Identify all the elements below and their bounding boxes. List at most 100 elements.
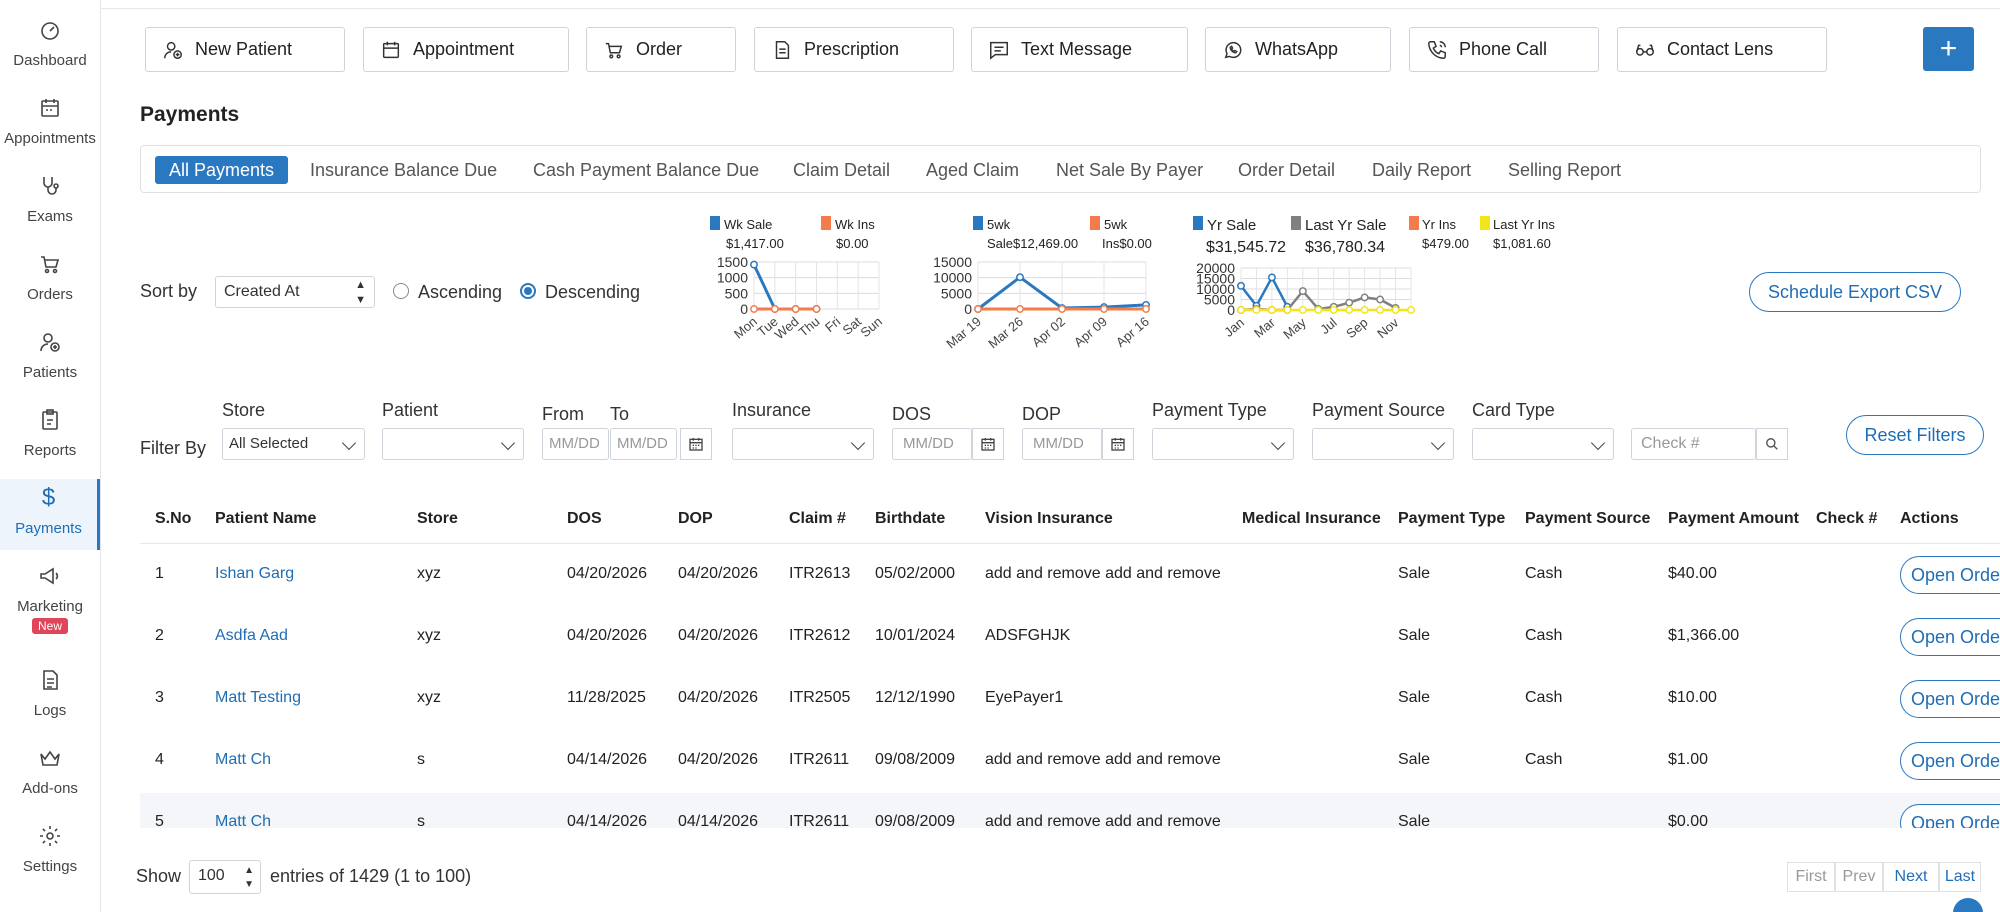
open-order-button[interactable]: Open Order [1900, 618, 2000, 656]
patient-select[interactable] [382, 428, 524, 460]
patient-name-link[interactable]: Ishan Garg [215, 565, 295, 582]
patient-name-link[interactable]: Matt Testing [215, 689, 301, 706]
sidebar-item-orders[interactable]: Orders [0, 252, 100, 330]
text-message-button[interactable]: Text Message [971, 27, 1188, 72]
reset-filters-button[interactable]: Reset Filters [1846, 415, 1984, 455]
cell-payment-source: Cash [1525, 627, 1563, 644]
cell-store: xyz [417, 627, 441, 644]
open-order-button[interactable]: Open Order [1900, 804, 2000, 828]
cell-vision-insurance: EyePayer1 [985, 689, 1064, 706]
cell-store: xyz [417, 689, 441, 706]
sidebar-item-payments[interactable]: $ Payments [0, 479, 100, 550]
pager-first[interactable]: First [1787, 862, 1835, 892]
tab-bar [140, 145, 1981, 193]
sidebar-item-label: Dashboard [13, 52, 87, 69]
page-size-select[interactable]: 100 ▲ ▼ [189, 860, 261, 894]
open-order-button[interactable]: Open Order [1900, 742, 2000, 780]
schedule-export-csv-button[interactable]: Schedule Export CSV [1749, 272, 1961, 312]
open-order-button[interactable]: Open Order [1900, 556, 2000, 594]
card-type-select[interactable] [1472, 428, 1614, 460]
patient-name-link[interactable]: Asdfa Aad [215, 627, 288, 644]
prescription-button[interactable]: Prescription [754, 27, 954, 72]
phone-icon [1428, 40, 1446, 59]
add-button[interactable]: + [1923, 27, 1974, 71]
cell-birthdate: 05/02/2000 [875, 565, 956, 582]
data-point [750, 260, 758, 269]
contact-lens-button[interactable]: Contact Lens [1617, 27, 1827, 72]
tab-claim-detail[interactable]: Claim Detail [793, 160, 891, 180]
y-tick-label: 1500 [717, 254, 748, 270]
patient-name-link[interactable]: Matt Ch [215, 813, 272, 828]
button-label: Appointment [413, 39, 515, 59]
date-range-calendar-button[interactable] [680, 428, 712, 460]
sort-select[interactable]: Created At ▲ ▼ [215, 276, 375, 308]
store-select[interactable]: All Selected [222, 428, 365, 460]
data-point [1360, 306, 1369, 314]
cell-birthdate: 10/01/2024 [875, 627, 956, 644]
cell-dop: 04/20/2026 [678, 627, 759, 644]
pager-prev[interactable]: Prev [1835, 862, 1883, 892]
tab-daily-report[interactable]: Daily Report [1372, 160, 1472, 180]
cell-sno: 1 [155, 565, 164, 582]
data-point [1329, 306, 1338, 314]
payment-type-select[interactable] [1152, 428, 1294, 460]
open-order-button[interactable]: Open Order [1900, 680, 2000, 718]
sidebar-item-patients[interactable]: Patients [0, 330, 100, 408]
legend-label: Wk Sale [724, 217, 773, 232]
cell-sno: 4 [155, 751, 164, 768]
sidebar-item-exams[interactable]: Exams [0, 174, 100, 252]
sidebar-item-dashboard[interactable]: Dashboard [0, 18, 100, 96]
dop-calendar-button[interactable] [1102, 428, 1134, 460]
dos-date-input[interactable]: MM/DD [892, 428, 972, 460]
chat-bubble-icon[interactable] [1953, 898, 1983, 912]
whatsapp-button[interactable]: WhatsApp [1205, 27, 1391, 72]
phone-call-button[interactable]: Phone Call [1409, 27, 1599, 72]
tab-net-sale-by-payer[interactable]: Net Sale By Payer [1056, 160, 1204, 180]
cell-payment-type: Sale [1398, 689, 1431, 706]
pager-last[interactable]: Last [1939, 862, 1981, 892]
ascending-radio[interactable] [393, 283, 409, 299]
legend-label: Wk Ins [835, 217, 875, 232]
data-point [1345, 298, 1354, 307]
from-date-input[interactable]: MM/DD [542, 428, 609, 460]
patient-name-link[interactable]: Matt Ch [215, 751, 272, 768]
to-date-input[interactable]: MM/DD [610, 428, 677, 460]
tab-insurance-balance-due[interactable]: Insurance Balance Due [310, 160, 498, 180]
dop-date-input[interactable]: MM/DD [1022, 428, 1102, 460]
appointment-button[interactable]: Appointment [363, 27, 569, 72]
check-number-input[interactable]: Check # [1631, 428, 1756, 460]
tab-aged-claim[interactable]: Aged Claim [926, 160, 1020, 180]
x-tick-label: Sep [1343, 315, 1370, 341]
column-header: Patient Name [215, 510, 317, 527]
sidebar-item-reports[interactable]: Reports [0, 408, 100, 486]
insurance-select[interactable] [732, 428, 874, 460]
sort-arrows-icon: ▲ ▼ [244, 865, 254, 890]
sidebar-item-appointments[interactable]: Appointments [0, 96, 100, 174]
data-point [1237, 281, 1245, 290]
payment-source-select[interactable] [1312, 428, 1454, 460]
cell-dos: 11/28/2025 [567, 689, 646, 706]
sidebar-item-add-ons[interactable]: Add-ons [0, 746, 100, 824]
descending-radio[interactable] [520, 283, 536, 299]
sidebar-item-marketing[interactable]: Marketing New [0, 564, 100, 648]
tab-selling-report[interactable]: Selling Report [1508, 160, 1622, 180]
order-button[interactable]: Order [586, 27, 736, 72]
sidebar-item-logs[interactable]: Logs [0, 668, 100, 746]
new-patient-button[interactable]: New Patient [145, 27, 345, 72]
tab-all-payments[interactable]: All Payments [155, 156, 289, 184]
check-search-button[interactable] [1756, 428, 1788, 460]
data-point [1237, 306, 1245, 314]
x-tick-label: Thu [796, 314, 823, 340]
sidebar-item-settings[interactable]: Settings [0, 824, 100, 902]
data-point [1100, 305, 1108, 313]
table-row: 3 Matt Testing xyz 11/28/2025 04/20/2026… [140, 669, 2000, 731]
cell-store: xyz [417, 565, 441, 582]
tab-order-detail[interactable]: Order Detail [1238, 160, 1336, 180]
pager-next[interactable]: Next [1883, 862, 1939, 892]
cell-payment-type: Sale [1398, 751, 1431, 768]
dos-calendar-button[interactable] [972, 428, 1004, 460]
data-point [1314, 306, 1323, 314]
tab-cash-payment-balance-due[interactable]: Cash Payment Balance Due [533, 160, 760, 180]
stethoscope-icon [43, 177, 59, 195]
